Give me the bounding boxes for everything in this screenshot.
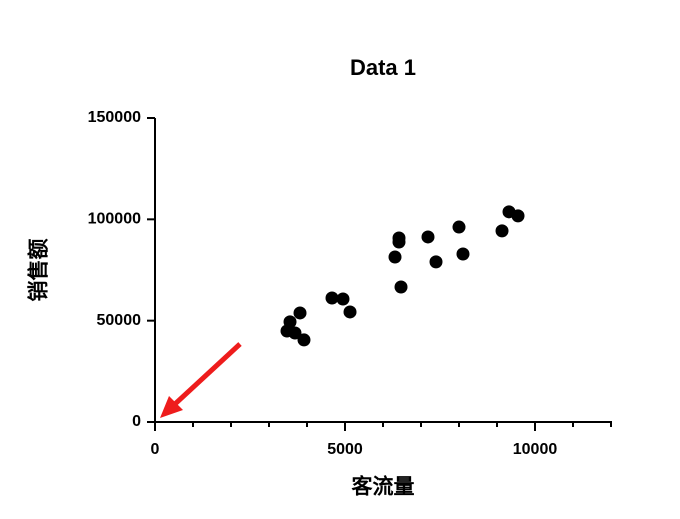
y-tick-label: 150000 (88, 109, 141, 126)
point (452, 220, 466, 234)
point (456, 247, 470, 261)
y-tick-label: 100000 (88, 211, 141, 228)
point (394, 280, 408, 294)
point (495, 224, 509, 238)
annotation-arrow (160, 342, 242, 418)
point (429, 255, 443, 269)
point (388, 250, 402, 264)
chart-title: Data 1 (350, 55, 416, 80)
point (392, 235, 406, 249)
x-tick-label: 10000 (513, 441, 558, 458)
x-axis-label: 客流量 (352, 475, 415, 499)
point (336, 292, 350, 306)
y-axis-label: 销售额 (27, 239, 51, 302)
point (511, 209, 525, 223)
point (297, 333, 311, 347)
point (421, 230, 435, 244)
y-tick-label: 50000 (97, 312, 142, 329)
point (288, 326, 302, 340)
y-tick-label: 0 (132, 413, 141, 430)
x-tick-label: 5000 (327, 441, 363, 458)
point (325, 291, 339, 305)
point (293, 306, 307, 320)
point (283, 315, 297, 329)
x-tick-label: 0 (151, 441, 160, 458)
point (343, 305, 357, 319)
